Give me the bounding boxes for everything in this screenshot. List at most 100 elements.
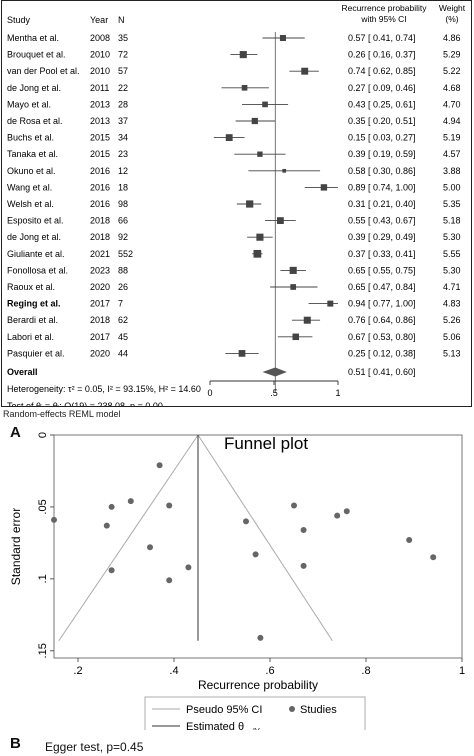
study-year: 2018 bbox=[90, 315, 110, 325]
study-year: 2016 bbox=[90, 166, 110, 176]
study-ci-text: 0.27 [ 0.09, 0.46] bbox=[348, 83, 416, 93]
study-name: Labori et al. bbox=[7, 332, 54, 342]
legend-estimated-label: Estimated θ bbox=[186, 721, 244, 730]
study-weight: 5.30 bbox=[443, 265, 461, 275]
study-ci-text: 0.25 [ 0.12, 0.38] bbox=[348, 348, 416, 358]
x-tick-label: 1 bbox=[459, 665, 465, 677]
study-name: Fonollosa et al. bbox=[7, 265, 68, 275]
study-weight: 4.68 bbox=[443, 83, 461, 93]
study-ci-text: 0.67 [ 0.53, 0.80] bbox=[348, 332, 416, 342]
x-tick-label: .2 bbox=[73, 665, 82, 677]
study-point bbox=[108, 567, 115, 574]
study-ci-text: 0.94 [ 0.77, 1.00] bbox=[348, 299, 416, 309]
study-n: 88 bbox=[118, 265, 128, 275]
study-name: de Jong et al. bbox=[7, 232, 61, 242]
study-name: Mentha et al. bbox=[7, 33, 59, 43]
study-point bbox=[300, 526, 307, 533]
header-year: Year bbox=[90, 15, 108, 25]
study-ci-text: 0.31 [ 0.21, 0.40] bbox=[348, 199, 416, 209]
study-marker bbox=[238, 350, 246, 357]
study-weight: 5.30 bbox=[443, 232, 461, 242]
study-year: 2015 bbox=[90, 133, 110, 143]
y-tick-label: .1 bbox=[37, 574, 49, 583]
study-year: 2015 bbox=[90, 149, 110, 159]
study-ci-text: 0.39 [ 0.19, 0.59] bbox=[348, 149, 416, 159]
study-year: 2013 bbox=[90, 99, 110, 109]
study-ci-text: 0.15 [ 0.03, 0.27] bbox=[348, 133, 416, 143]
x-tick-label: .8 bbox=[361, 665, 370, 677]
study-ci-text: 0.58 [ 0.30, 0.86] bbox=[348, 166, 416, 176]
overall-label: Overall bbox=[7, 367, 38, 377]
chart-title: Funnel plot bbox=[224, 434, 308, 453]
study-marker bbox=[282, 168, 287, 173]
study-marker bbox=[327, 300, 334, 307]
legend-studies-label: Studies bbox=[300, 704, 337, 716]
study-name: Okuno et al. bbox=[7, 166, 56, 176]
study-n: 44 bbox=[118, 348, 128, 358]
study-year: 2020 bbox=[90, 348, 110, 358]
study-year: 2010 bbox=[90, 66, 110, 76]
forest-x-tick-label: 1 bbox=[335, 388, 340, 398]
study-weight: 5.00 bbox=[443, 182, 461, 192]
study-year: 2017 bbox=[90, 332, 110, 342]
legend-estimated-subscript: IV bbox=[253, 728, 260, 730]
study-name: de Jong et al. bbox=[7, 83, 61, 93]
study-year: 2018 bbox=[90, 232, 110, 242]
study-weight: 5.18 bbox=[443, 216, 461, 226]
study-marker bbox=[320, 184, 328, 191]
study-n: 7 bbox=[118, 299, 123, 309]
homogeneity-test-text: Test of θᵢ = θⱼ: Q(19) = 238.08, p = 0.0… bbox=[7, 401, 163, 406]
panel-label-b: B bbox=[10, 735, 21, 752]
study-weight: 4.86 bbox=[443, 33, 461, 43]
study-n: 62 bbox=[118, 315, 128, 325]
y-tick-label: .15 bbox=[37, 643, 49, 658]
study-n: 34 bbox=[118, 133, 128, 143]
study-marker bbox=[246, 200, 254, 208]
header-n: N bbox=[118, 15, 125, 25]
study-n: 37 bbox=[118, 116, 128, 126]
study-year: 2010 bbox=[90, 50, 110, 60]
study-n: 26 bbox=[118, 282, 128, 292]
study-weight: 5.19 bbox=[443, 133, 461, 143]
x-axis-label: Recurrence probability bbox=[198, 678, 318, 692]
funnel-plot: Funnel plot 0 .05 .1 .15 Standard error .2 .4 .6… bbox=[9, 432, 465, 730]
header-ci-line2: with 95% CI bbox=[360, 14, 406, 24]
study-name: Berardi et al. bbox=[7, 315, 58, 325]
study-point bbox=[166, 502, 173, 509]
study-point bbox=[430, 554, 437, 561]
study-point bbox=[127, 498, 134, 505]
study-point bbox=[252, 551, 259, 558]
study-name: Welsh et al. bbox=[7, 199, 54, 209]
study-marker bbox=[225, 134, 233, 142]
study-point bbox=[406, 537, 413, 544]
study-n: 98 bbox=[118, 199, 128, 209]
study-ci-text: 0.37 [ 0.33, 0.41] bbox=[348, 249, 416, 259]
study-name: van der Pool et al. bbox=[7, 66, 80, 76]
study-ci-text: 0.26 [ 0.16, 0.37] bbox=[348, 50, 416, 60]
study-point bbox=[343, 508, 350, 515]
study-n: 35 bbox=[118, 33, 128, 43]
study-marker bbox=[289, 266, 297, 274]
y-axis-label: Standard error bbox=[9, 508, 23, 585]
study-n: 23 bbox=[118, 149, 128, 159]
study-year: 2016 bbox=[90, 199, 110, 209]
study-n: 552 bbox=[118, 249, 133, 259]
y-tick-label: .05 bbox=[37, 499, 49, 514]
study-marker bbox=[279, 34, 286, 42]
study-name: Brouquet et al. bbox=[7, 50, 66, 60]
study-name: Raoux et al. bbox=[7, 282, 55, 292]
study-name: Mayo et al. bbox=[7, 99, 51, 109]
study-marker bbox=[241, 84, 248, 91]
study-marker bbox=[262, 101, 268, 108]
study-year: 2016 bbox=[90, 182, 110, 192]
study-weight: 5.13 bbox=[443, 348, 461, 358]
study-n: 92 bbox=[118, 232, 128, 242]
study-year: 2011 bbox=[90, 83, 109, 93]
study-year: 2020 bbox=[90, 282, 110, 292]
study-point bbox=[51, 516, 57, 523]
y-tick-label: 0 bbox=[37, 432, 49, 438]
forest-plot-panel: Study Year N Recurrence probability with 95%… bbox=[1, 0, 472, 428]
study-point bbox=[185, 564, 192, 571]
study-point bbox=[334, 512, 341, 519]
